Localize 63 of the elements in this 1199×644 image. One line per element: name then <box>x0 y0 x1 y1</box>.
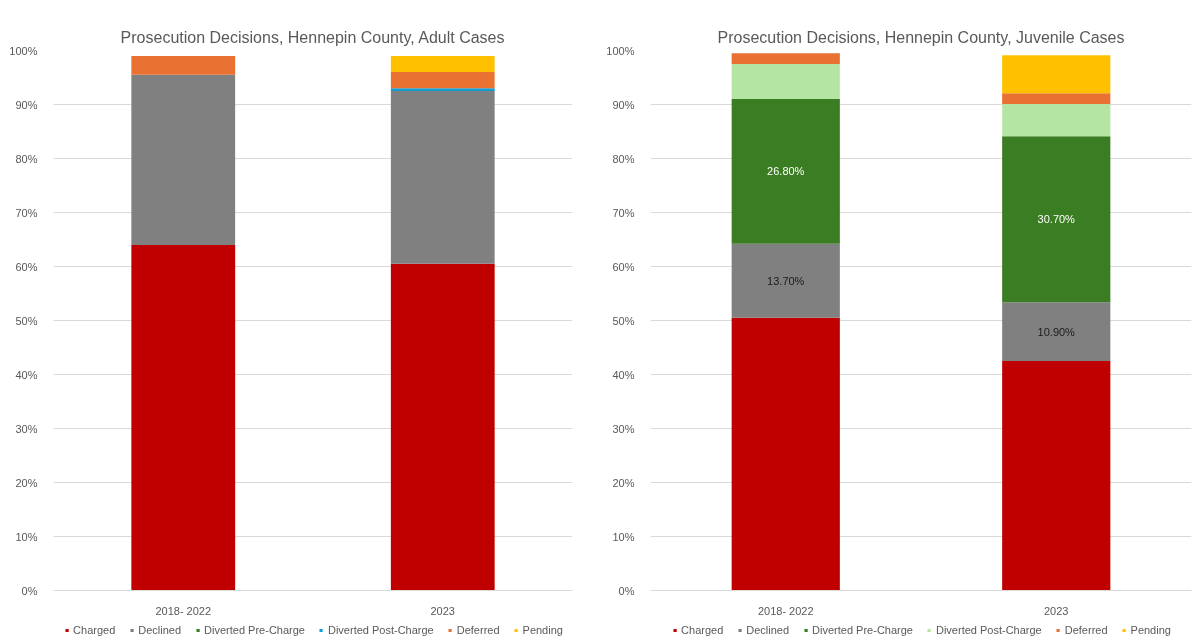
bar <box>390 55 495 73</box>
chart-title: Prosecution Decisions, Hennepin County, Adult Cases <box>120 28 505 46</box>
chart-title: Prosecution Decisions, Hennepin County, Juvenile Cases <box>717 28 1125 46</box>
bar <box>731 243 840 318</box>
x-tick-label: 2018- 2022 <box>155 604 212 617</box>
bar <box>1002 361 1111 591</box>
y-tick-label: 40% <box>612 368 635 381</box>
legend-label: Charged <box>73 624 116 636</box>
y-tick-label: 50% <box>612 314 635 327</box>
bar <box>1002 302 1111 361</box>
bar <box>1002 103 1111 137</box>
legend-label: Declined <box>138 624 182 636</box>
x-tick-label: 2023 <box>430 604 455 617</box>
y-tick-label: 80% <box>15 152 38 165</box>
y-tick-label: 90% <box>612 98 635 111</box>
y-tick-label: 10% <box>612 530 635 543</box>
bar <box>131 55 236 75</box>
data-label: 13.70% <box>767 274 805 287</box>
bar <box>731 64 840 100</box>
bar <box>390 88 495 91</box>
legend-label: Pending <box>522 624 563 636</box>
bar <box>731 317 840 591</box>
data-label: 26.80% <box>767 165 805 178</box>
data-label: 30.70% <box>1037 213 1076 226</box>
x-tick-label: 2018- 2022 <box>757 604 814 617</box>
y-tick-label: 40% <box>15 368 38 381</box>
legend-label: Diverted Post-Charge <box>327 624 434 636</box>
y-tick-label: 70% <box>612 206 635 219</box>
bar <box>390 263 495 591</box>
bar <box>1002 93 1111 104</box>
y-tick-label: 60% <box>15 260 38 273</box>
bar <box>1002 55 1111 94</box>
y-tick-label: 0% <box>618 584 635 597</box>
y-tick-label: 20% <box>15 476 38 489</box>
legend-label: Diverted Pre-Charge <box>812 624 913 636</box>
bar <box>131 74 236 245</box>
bar <box>390 91 495 264</box>
y-tick-label: 70% <box>15 206 38 219</box>
y-tick-label: 20% <box>612 476 635 489</box>
y-tick-label: 80% <box>612 152 635 165</box>
bar <box>731 53 840 64</box>
y-tick-label: 30% <box>612 422 635 435</box>
y-tick-label: 60% <box>612 260 635 273</box>
legend-label: Charged <box>681 624 724 636</box>
bar <box>390 72 495 89</box>
y-tick-label: 30% <box>15 422 38 435</box>
y-tick-label: 50% <box>15 314 38 327</box>
y-tick-label: 100% <box>606 44 635 57</box>
bar <box>131 244 236 591</box>
legend-label: Diverted Pre-Charge <box>204 624 305 636</box>
y-tick-label: 10% <box>15 530 38 543</box>
y-tick-label: 100% <box>9 44 38 57</box>
legend-label: Pending <box>1130 624 1171 636</box>
bar <box>731 99 840 244</box>
bar <box>1002 136 1111 303</box>
y-tick-label: 90% <box>15 98 38 111</box>
x-tick-label: 2023 <box>1044 604 1069 617</box>
legend-label: Deferred <box>456 624 500 636</box>
y-tick-label: 0% <box>21 584 38 597</box>
legend-label: Deferred <box>1064 624 1108 636</box>
legend-label: Declined <box>746 624 790 636</box>
data-label: 10.90% <box>1037 325 1076 338</box>
legend-label: Diverted Post-Charge <box>935 624 1042 636</box>
